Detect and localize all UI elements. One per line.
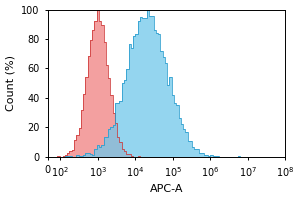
- Y-axis label: Count (%): Count (%): [6, 55, 16, 111]
- X-axis label: APC-A: APC-A: [150, 184, 183, 194]
